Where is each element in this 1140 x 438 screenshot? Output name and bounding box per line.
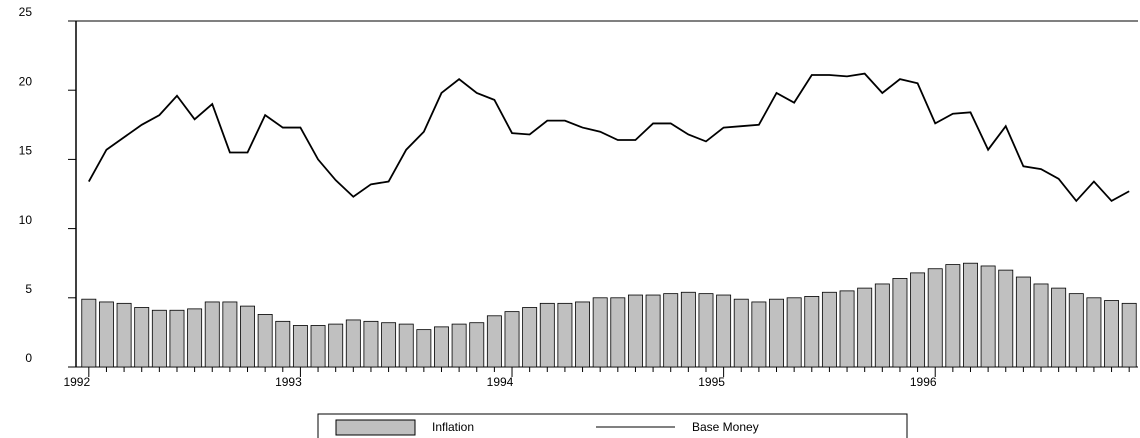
y-tick-label: 5 — [25, 282, 32, 296]
bar — [98, 301, 114, 368]
bar — [151, 309, 167, 368]
bar — [292, 325, 308, 368]
bar — [945, 264, 961, 368]
bar — [434, 326, 449, 368]
bar — [204, 301, 220, 368]
y-tick-label: 25 — [19, 5, 33, 19]
bar — [892, 278, 908, 368]
bar — [592, 297, 608, 368]
bar — [998, 269, 1014, 368]
bar — [769, 298, 784, 368]
legend-box — [317, 413, 908, 438]
bar — [363, 320, 379, 368]
bar — [134, 307, 150, 368]
bar — [187, 308, 203, 368]
bar — [1121, 302, 1137, 368]
bar — [1033, 283, 1049, 368]
bar — [557, 302, 573, 368]
bar — [522, 307, 538, 368]
y-tick-label: 0 — [25, 351, 32, 365]
bar — [680, 291, 696, 368]
bar — [645, 294, 661, 368]
bar — [398, 323, 414, 368]
bar — [786, 297, 802, 368]
y-tick-label: 20 — [19, 74, 33, 88]
y-tick-label: 15 — [19, 144, 33, 158]
bar — [663, 293, 679, 368]
bar — [310, 325, 326, 368]
bar — [240, 305, 255, 368]
bar — [698, 293, 714, 368]
bar — [627, 294, 643, 368]
x-tick-label: 1994 — [487, 375, 514, 389]
bar — [222, 301, 238, 368]
bar — [81, 298, 97, 368]
bar — [839, 290, 855, 368]
bar — [716, 294, 732, 368]
x-tick-label: 1992 — [63, 375, 90, 389]
legend-swatch — [335, 419, 416, 436]
bar — [275, 320, 291, 368]
line — [88, 72, 1130, 203]
bar — [345, 319, 361, 368]
bar — [874, 283, 890, 368]
x-tick-label: 1995 — [698, 375, 725, 389]
y-tick-label: 10 — [19, 213, 33, 227]
bar — [539, 302, 555, 368]
bar — [469, 322, 485, 368]
bar — [257, 314, 273, 368]
bar — [910, 272, 926, 368]
bar — [116, 302, 132, 368]
bar — [1104, 300, 1120, 368]
legend-label: Inflation — [432, 420, 474, 434]
bar — [804, 296, 820, 368]
bar — [733, 298, 749, 368]
bar — [169, 309, 185, 368]
bar — [575, 301, 591, 368]
bar — [451, 323, 467, 368]
bar — [1051, 287, 1067, 368]
bar — [381, 322, 397, 368]
bar — [416, 329, 432, 368]
x-tick-label: 1993 — [275, 375, 302, 389]
bar — [857, 287, 873, 368]
legend-label: Base Money — [692, 420, 759, 434]
bar — [1086, 297, 1102, 368]
bar — [821, 291, 837, 368]
bar — [610, 297, 626, 368]
bar — [963, 262, 978, 368]
bar — [328, 323, 344, 368]
bar — [927, 268, 943, 368]
bar — [751, 301, 767, 368]
bar — [504, 311, 520, 368]
bar — [980, 265, 996, 368]
bar — [1015, 276, 1031, 368]
bar — [486, 315, 502, 368]
x-tick-label: 1996 — [910, 375, 937, 389]
bar — [1068, 293, 1084, 368]
